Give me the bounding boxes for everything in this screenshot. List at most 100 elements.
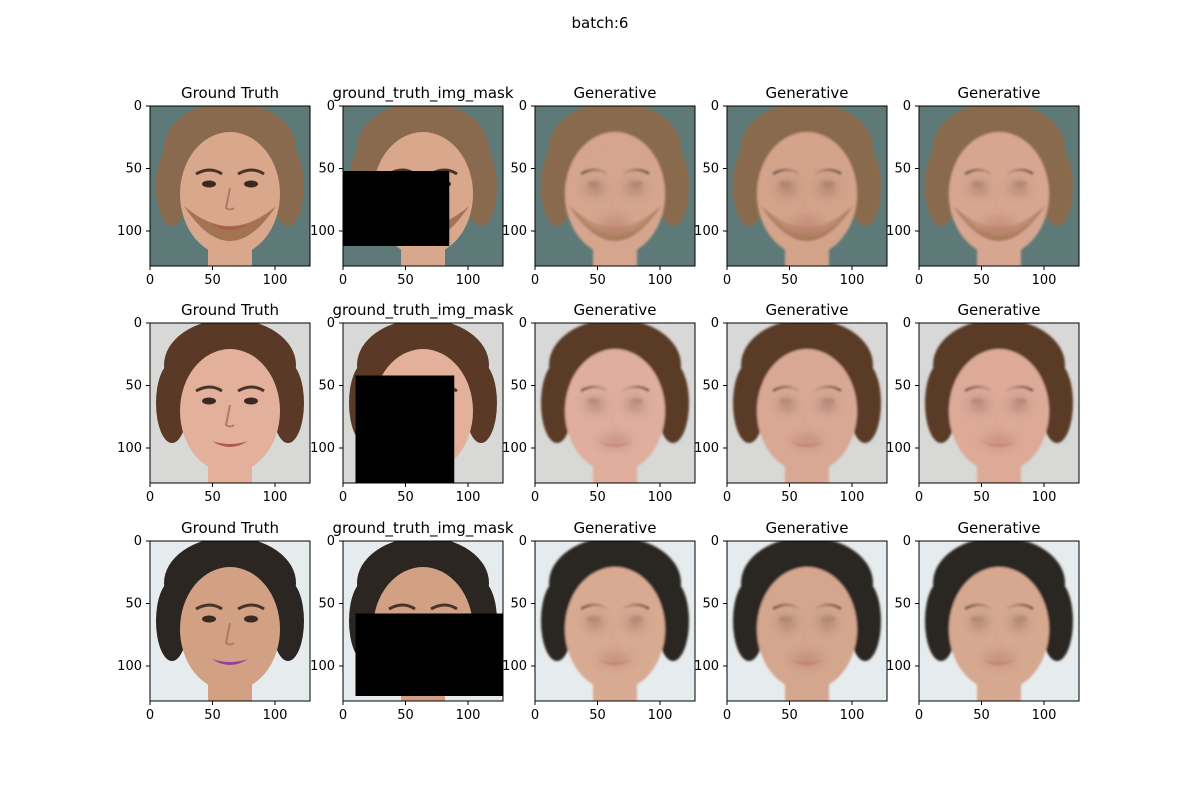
y-tick-label: 100 [117, 224, 142, 239]
eyebrow-right [237, 168, 265, 176]
panel: Generative 0 50 100 0 50 100 [502, 519, 696, 723]
inpainted-region [959, 162, 1039, 234]
x-tick-label: 100 [840, 708, 865, 723]
eyebrow-left [195, 603, 223, 611]
eyebrow-left [195, 385, 223, 393]
axes-frame [149, 105, 311, 267]
eye-right [244, 615, 258, 623]
x-tick-label: 100 [263, 273, 288, 288]
y-tick-label: 50 [318, 597, 335, 612]
y-tick-label: 100 [502, 224, 527, 239]
x-tick-label: 50 [589, 708, 606, 723]
panel-title: Generative [765, 301, 848, 319]
x-tick-label: 50 [204, 273, 221, 288]
face-image [150, 106, 310, 266]
x-tick-label: 100 [648, 490, 673, 505]
inpainted-region [575, 162, 655, 234]
face-image [343, 106, 503, 266]
hair-side-left [925, 146, 957, 226]
y-tick-label: 50 [125, 379, 142, 394]
hair-side-left [541, 363, 573, 443]
y-tick-label: 0 [327, 316, 335, 331]
x-tick-label: 50 [397, 490, 414, 505]
eyebrow-right [430, 603, 458, 611]
beard-shape [569, 206, 661, 241]
axes-frame [726, 322, 888, 484]
beard-shape [761, 206, 853, 241]
panel-title: ground_truth_img_mask [332, 301, 513, 320]
face-image [535, 106, 695, 266]
face-image [343, 323, 503, 483]
x-tick-label: 50 [973, 273, 990, 288]
eyebrow-right [237, 385, 265, 393]
y-tick-label: 50 [125, 597, 142, 612]
panel-title: Ground Truth [181, 519, 279, 537]
hair-side-right [849, 363, 881, 443]
hair-side-left [925, 363, 957, 443]
y-tick-label: 100 [310, 441, 335, 456]
axes-frame [149, 322, 311, 484]
y-tick-label: 0 [903, 316, 911, 331]
y-tick-label: 100 [886, 441, 911, 456]
y-tick-label: 0 [519, 534, 527, 549]
y-tick-label: 0 [134, 99, 142, 114]
panel-title: ground_truth_img_mask [332, 519, 513, 538]
y-tick-label: 100 [117, 441, 142, 456]
hair-side-left [733, 363, 765, 443]
face-shape [180, 349, 280, 473]
eye-left [202, 397, 216, 405]
panel-title: Generative [573, 301, 656, 319]
x-tick-label: 50 [973, 708, 990, 723]
panel-title: ground_truth_img_mask [332, 84, 513, 103]
y-tick-label: 100 [886, 659, 911, 674]
y-tick-label: 0 [134, 534, 142, 549]
x-tick-label: 50 [204, 490, 221, 505]
y-tick-label: 100 [310, 659, 335, 674]
axes-frame [918, 322, 1080, 484]
hair-side-left [541, 581, 573, 661]
face-image [535, 323, 695, 483]
panel-title: Generative [573, 519, 656, 537]
panel: Ground Truth 0 50 100 0 50 100 [117, 301, 311, 505]
inpainted-region [767, 597, 847, 669]
mouth-shape [212, 224, 248, 230]
y-tick-label: 0 [327, 534, 335, 549]
panel-title: Generative [957, 301, 1040, 319]
x-tick-label: 50 [397, 708, 414, 723]
hair-side-right [465, 363, 497, 443]
inpainted-region [959, 379, 1039, 451]
nose-shape [224, 404, 235, 428]
hair-side-left [156, 363, 188, 443]
face-image [150, 541, 310, 701]
face-shape [180, 567, 280, 691]
x-tick-label: 50 [589, 273, 606, 288]
inpainted-region [767, 162, 847, 234]
y-tick-label: 50 [894, 379, 911, 394]
panel-title: Ground Truth [181, 301, 279, 319]
y-tick-label: 50 [318, 379, 335, 394]
x-tick-label: 0 [531, 273, 539, 288]
hair-side-left [156, 581, 188, 661]
x-tick-label: 100 [263, 708, 288, 723]
y-tick-label: 100 [310, 224, 335, 239]
x-tick-label: 100 [840, 490, 865, 505]
hair-side-right [1041, 146, 1073, 226]
nose-shape [224, 622, 235, 646]
x-tick-label: 100 [456, 273, 481, 288]
x-tick-label: 0 [531, 708, 539, 723]
mask-rectangle [355, 613, 503, 696]
panel: Generative 0 50 100 0 50 100 [886, 519, 1080, 723]
x-tick-label: 100 [456, 490, 481, 505]
y-tick-label: 100 [694, 224, 719, 239]
x-tick-label: 50 [781, 273, 798, 288]
x-tick-label: 100 [456, 708, 481, 723]
axes-frame [342, 105, 504, 267]
y-tick-label: 0 [327, 99, 335, 114]
panel: Generative 0 50 100 0 50 100 [502, 301, 696, 505]
panel: Ground Truth 0 50 100 0 50 100 [117, 84, 311, 288]
panel-title: Generative [765, 84, 848, 102]
hair-side-right [657, 581, 689, 661]
eye-right [244, 180, 258, 188]
panel-title: Generative [957, 84, 1040, 102]
